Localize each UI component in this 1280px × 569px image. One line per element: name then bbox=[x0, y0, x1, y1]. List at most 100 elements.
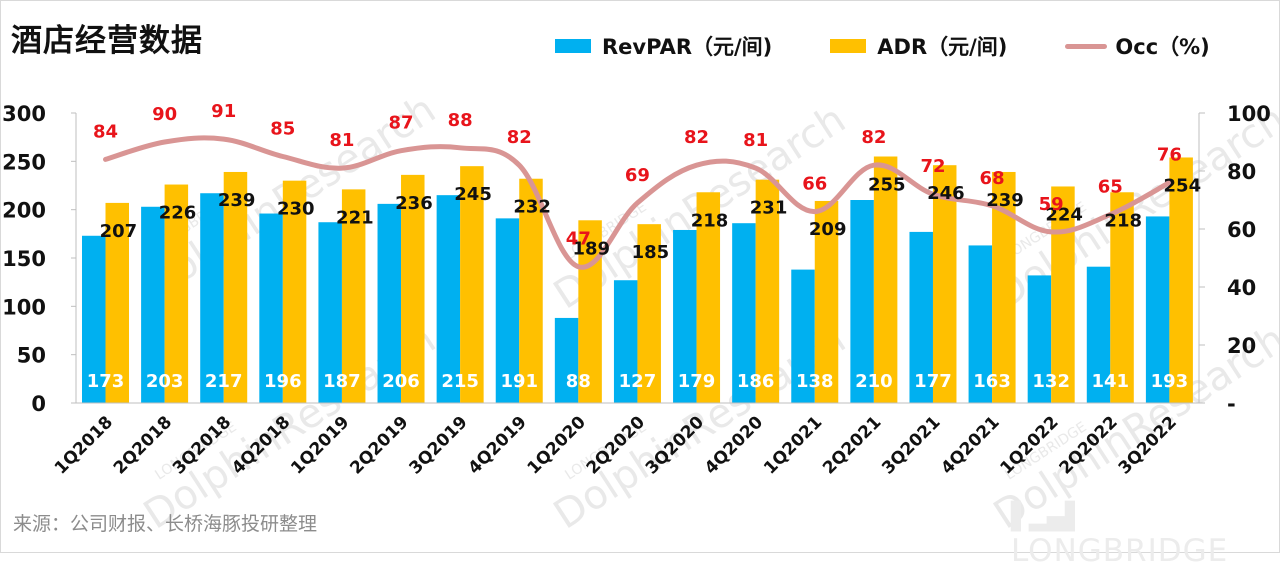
right-tick-label: 80 bbox=[1227, 160, 1256, 184]
x-tick-label: 3Q2021 bbox=[878, 412, 944, 478]
x-tick-label: 2Q2019 bbox=[346, 412, 412, 478]
data-label-adr: 189 bbox=[572, 238, 610, 259]
data-label-occ: 82 bbox=[507, 127, 532, 148]
data-label-occ: 91 bbox=[211, 101, 236, 122]
legend: RevPAR（元/间) ADR（元/间) Occ（%) bbox=[555, 32, 1210, 60]
bar-revpar bbox=[200, 193, 224, 403]
right-tick-label: 60 bbox=[1227, 218, 1256, 242]
right-tick-label: 40 bbox=[1227, 276, 1256, 300]
bar-adr bbox=[401, 174, 425, 403]
data-label-adr: 226 bbox=[159, 203, 197, 224]
right-tick-label: 20 bbox=[1227, 334, 1256, 358]
x-tick-label: 4Q2019 bbox=[465, 412, 531, 478]
data-label-revpar: 196 bbox=[264, 371, 302, 392]
data-label-revpar: 215 bbox=[441, 371, 479, 392]
bar-revpar bbox=[141, 206, 165, 403]
bar-adr bbox=[1051, 186, 1075, 403]
bar-adr bbox=[460, 166, 484, 403]
data-label-occ: 69 bbox=[625, 165, 650, 186]
left-tick-label: 250 bbox=[2, 150, 46, 174]
x-tick-label: 1Q2018 bbox=[51, 412, 117, 478]
left-tick-label: 150 bbox=[2, 247, 46, 271]
bar-revpar bbox=[673, 229, 697, 403]
bar-revpar bbox=[1145, 216, 1170, 403]
data-label-occ: 65 bbox=[1098, 177, 1123, 198]
bar-adr bbox=[164, 184, 189, 403]
bar-revpar bbox=[318, 222, 342, 403]
data-label-adr: 245 bbox=[454, 184, 492, 205]
left-tick-label: 300 bbox=[2, 102, 46, 126]
legend-label-revpar: RevPAR（元/间) bbox=[602, 35, 773, 59]
data-label-revpar: 193 bbox=[1151, 371, 1189, 392]
x-tick-label: 3Q2019 bbox=[405, 412, 471, 478]
data-label-occ: 82 bbox=[684, 127, 709, 148]
data-label-revpar: 186 bbox=[737, 371, 775, 392]
data-labels-layer: 173 207 84 203 226 90 217 239 91 196 230 85 187 221 81… bbox=[87, 101, 1201, 392]
bar-revpar bbox=[1027, 275, 1052, 403]
legend-label-occ: Occ（%) bbox=[1115, 35, 1210, 59]
data-label-adr: 221 bbox=[336, 207, 374, 228]
longbridge-bars-icon: ▌▂▄▌ bbox=[1011, 502, 1085, 532]
data-label-adr: 232 bbox=[513, 197, 551, 218]
data-label-revpar: 173 bbox=[87, 371, 125, 392]
bar-revpar bbox=[436, 195, 461, 403]
bar-revpar bbox=[1086, 266, 1111, 403]
data-label-revpar: 179 bbox=[678, 371, 716, 392]
data-label-occ: 76 bbox=[1157, 145, 1182, 166]
data-label-occ: 84 bbox=[93, 121, 118, 142]
bar-adr bbox=[519, 178, 543, 403]
bar-adr bbox=[992, 171, 1016, 403]
bar-adr bbox=[932, 165, 957, 403]
data-label-adr: 218 bbox=[691, 210, 729, 231]
bars-layer bbox=[82, 156, 1193, 403]
data-label-occ: 87 bbox=[388, 113, 413, 134]
longbridge-watermark-logo: ▌▂▄▌ LONGBRIDGE bbox=[1011, 497, 1279, 569]
bar-revpar bbox=[259, 213, 283, 403]
bar-adr bbox=[1169, 157, 1193, 403]
source-note: 来源：公司财报、长桥海豚投研整理 bbox=[13, 513, 318, 535]
bar-revpar bbox=[850, 200, 874, 403]
data-label-revpar: 177 bbox=[914, 371, 952, 392]
left-tick-label: 100 bbox=[2, 295, 46, 319]
legend-item-adr: ADR（元/间) bbox=[830, 31, 1007, 61]
data-label-occ: 68 bbox=[980, 168, 1005, 189]
data-label-revpar: 187 bbox=[323, 371, 361, 392]
bar-revpar bbox=[377, 203, 402, 403]
data-label-occ: 82 bbox=[861, 127, 886, 148]
occ-line-layer bbox=[103, 135, 1172, 270]
data-label-adr: 231 bbox=[750, 198, 788, 219]
bar-adr bbox=[696, 192, 721, 403]
left-tick-label: 200 bbox=[2, 199, 46, 223]
bar-adr bbox=[814, 200, 839, 403]
legend-swatch-revpar bbox=[555, 39, 591, 53]
bar-revpar bbox=[613, 280, 638, 403]
bar-adr bbox=[637, 224, 661, 403]
data-label-occ: 81 bbox=[743, 130, 768, 151]
legend-line-occ bbox=[1065, 43, 1108, 49]
bar-revpar bbox=[968, 245, 993, 403]
data-label-occ: 85 bbox=[270, 119, 295, 140]
bar-adr bbox=[105, 202, 129, 403]
data-label-adr: 224 bbox=[1045, 204, 1083, 225]
data-label-adr: 207 bbox=[100, 221, 138, 242]
occ-line bbox=[103, 135, 1172, 270]
x-tick-label: 2Q2021 bbox=[819, 412, 885, 478]
data-label-occ: 47 bbox=[566, 229, 591, 250]
data-label-revpar: 88 bbox=[566, 371, 591, 392]
right-tick-label: 100 bbox=[1227, 102, 1271, 126]
data-label-adr: 246 bbox=[927, 183, 965, 204]
data-label-adr: 239 bbox=[986, 190, 1024, 211]
bar-adr bbox=[341, 189, 366, 403]
bar-adr bbox=[755, 179, 780, 403]
data-label-occ: 90 bbox=[152, 104, 177, 125]
data-label-occ: 72 bbox=[920, 156, 945, 177]
data-label-adr: 254 bbox=[1164, 175, 1202, 196]
data-label-revpar: 138 bbox=[796, 371, 834, 392]
bar-revpar bbox=[909, 231, 933, 403]
data-label-revpar: 203 bbox=[146, 371, 184, 392]
data-label-adr: 209 bbox=[809, 219, 847, 240]
legend-item-occ: Occ（%) bbox=[1065, 31, 1210, 61]
left-tick-label: 50 bbox=[17, 344, 46, 368]
chart-title: 酒店经营数据 bbox=[11, 23, 203, 59]
data-label-revpar: 132 bbox=[1032, 371, 1070, 392]
